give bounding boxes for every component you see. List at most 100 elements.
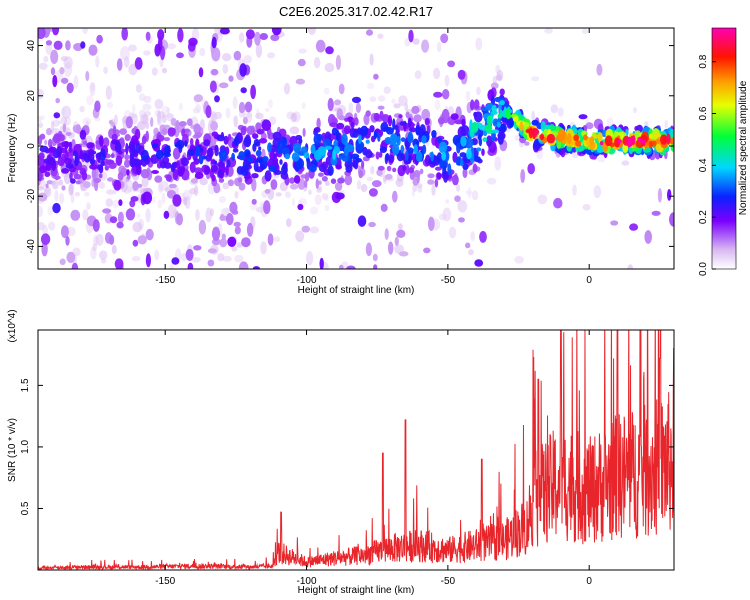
spectrogram-cell — [172, 147, 181, 160]
spectrogram-cell — [54, 190, 59, 202]
spectrogram-cell — [436, 137, 443, 143]
spectrogram-cell — [573, 134, 580, 142]
spectrogram-cell — [350, 153, 360, 160]
spectrogram-cell — [486, 177, 497, 185]
spectrogram-cell — [70, 178, 76, 184]
spectrogram-cell — [392, 167, 397, 173]
spectrogram-cell — [255, 158, 264, 163]
spectrogram-cell — [373, 130, 378, 140]
spectrogram-cell — [65, 132, 72, 136]
spectrogram-cell — [496, 121, 501, 128]
spectrogram-cell — [335, 130, 340, 142]
spectrogram-cell — [275, 192, 282, 197]
spectrogram-cell — [171, 162, 176, 171]
spectrogram-cell — [38, 221, 45, 231]
spectrogram-cell — [373, 73, 379, 80]
spectrogram-cell — [387, 115, 393, 127]
spectrogram-cell — [392, 118, 396, 131]
spectrogram-cell — [478, 137, 483, 147]
spectrogram-cell — [386, 165, 392, 172]
spectrogram-cell — [211, 47, 221, 62]
spectrogram-cell — [413, 144, 419, 155]
spectrogram-cell — [377, 165, 385, 171]
spectrogram-cell — [234, 226, 241, 235]
spectrogram-cell — [89, 164, 98, 170]
spectrogram-cell — [360, 183, 368, 193]
spectrogram-cell — [131, 256, 141, 262]
spectrogram-cell — [664, 120, 668, 129]
spectrogram-cell — [178, 102, 183, 111]
spectrogram-cell — [319, 257, 324, 269]
spectrogram-cell — [176, 213, 184, 226]
spectrogram-cell — [593, 185, 602, 199]
spectrogram-cell — [231, 152, 236, 161]
spectrogram-cell — [473, 156, 481, 163]
snr-multiplier: (x10^4) — [7, 309, 18, 342]
spectrogram-cell — [184, 140, 188, 147]
spectrogram-panel: -150 -100 -50 0 -40 -20 0 20 40 Height of strai… — [7, 27, 675, 296]
spectrogram-cell — [539, 133, 545, 141]
spectrogram-cell — [398, 95, 408, 107]
spectrogram-cell — [193, 245, 202, 251]
spectrogram-cell — [157, 199, 163, 209]
spectrogram-cell — [317, 146, 327, 156]
spectrogram-cell — [365, 110, 371, 117]
spectrogram-cell — [79, 129, 87, 140]
spectrogram-cell — [337, 177, 345, 184]
spectrogram-cell — [290, 112, 297, 123]
spectrogram-cell — [318, 163, 327, 173]
spectrogram-cell — [631, 135, 636, 145]
spectrogram-cell — [262, 156, 269, 162]
spectrogram-cell — [105, 198, 113, 208]
spectrogram-cell — [289, 177, 295, 184]
spectrogram-cell — [412, 38, 420, 45]
spectrogram-cell — [494, 156, 502, 171]
spectrogram-cell — [189, 138, 194, 146]
spectrogram-cell — [356, 180, 362, 190]
spectrogram-cell — [444, 74, 450, 87]
spectrogram-cell — [114, 141, 122, 153]
spectrogram-cell — [377, 105, 385, 110]
spectrogram-cell — [45, 183, 49, 189]
y-tick-label: 20 — [26, 90, 37, 102]
spectrogram-cell — [323, 138, 332, 149]
spectrogram-cell — [125, 208, 136, 221]
spectrogram-cell — [234, 135, 240, 147]
spectrogram-cell — [189, 161, 196, 173]
snr-frame — [37, 329, 675, 571]
spectrogram-cell — [338, 115, 346, 121]
spectrogram-cell — [38, 115, 42, 123]
spectrogram-cell — [310, 144, 316, 155]
spectrogram-cell — [184, 128, 191, 133]
spectrogram-cell — [110, 153, 115, 159]
spectrogram-cell — [365, 242, 372, 257]
spectrogram-cell — [193, 123, 201, 134]
spectrogram-cell — [309, 226, 319, 234]
spectrogram-cell — [145, 31, 151, 41]
spectrogram-cell — [194, 172, 204, 179]
spectrogram-cell — [264, 170, 272, 182]
spectrogram-cell — [126, 169, 130, 176]
spectrogram-cell — [41, 241, 48, 257]
spectrogram-cell — [255, 149, 262, 157]
spectrogram-cell — [169, 263, 175, 269]
spectrogram-cell — [372, 180, 382, 188]
spectrogram-cell — [290, 183, 299, 190]
spectrogram-cell — [479, 231, 487, 243]
spectrogram-cell — [140, 169, 150, 179]
spectrogram-cell — [176, 52, 184, 59]
spectrogram-cell — [439, 159, 445, 169]
spectrogram-cell — [390, 133, 398, 144]
spectrogram-cell — [257, 130, 264, 135]
spectrogram-cell — [648, 140, 653, 149]
spectrogram-cell — [178, 121, 187, 127]
spectrogram-cell — [241, 237, 251, 248]
spectrogram-cell — [130, 158, 139, 167]
spectrogram-cell — [47, 205, 53, 216]
spectrogram-cell — [336, 122, 345, 130]
spectrogram-cell — [267, 142, 273, 153]
spectrogram-cell — [651, 210, 661, 216]
spectrogram-cell — [271, 28, 282, 36]
spectrogram-cell — [481, 148, 485, 156]
spectrogram-cell — [50, 120, 55, 132]
